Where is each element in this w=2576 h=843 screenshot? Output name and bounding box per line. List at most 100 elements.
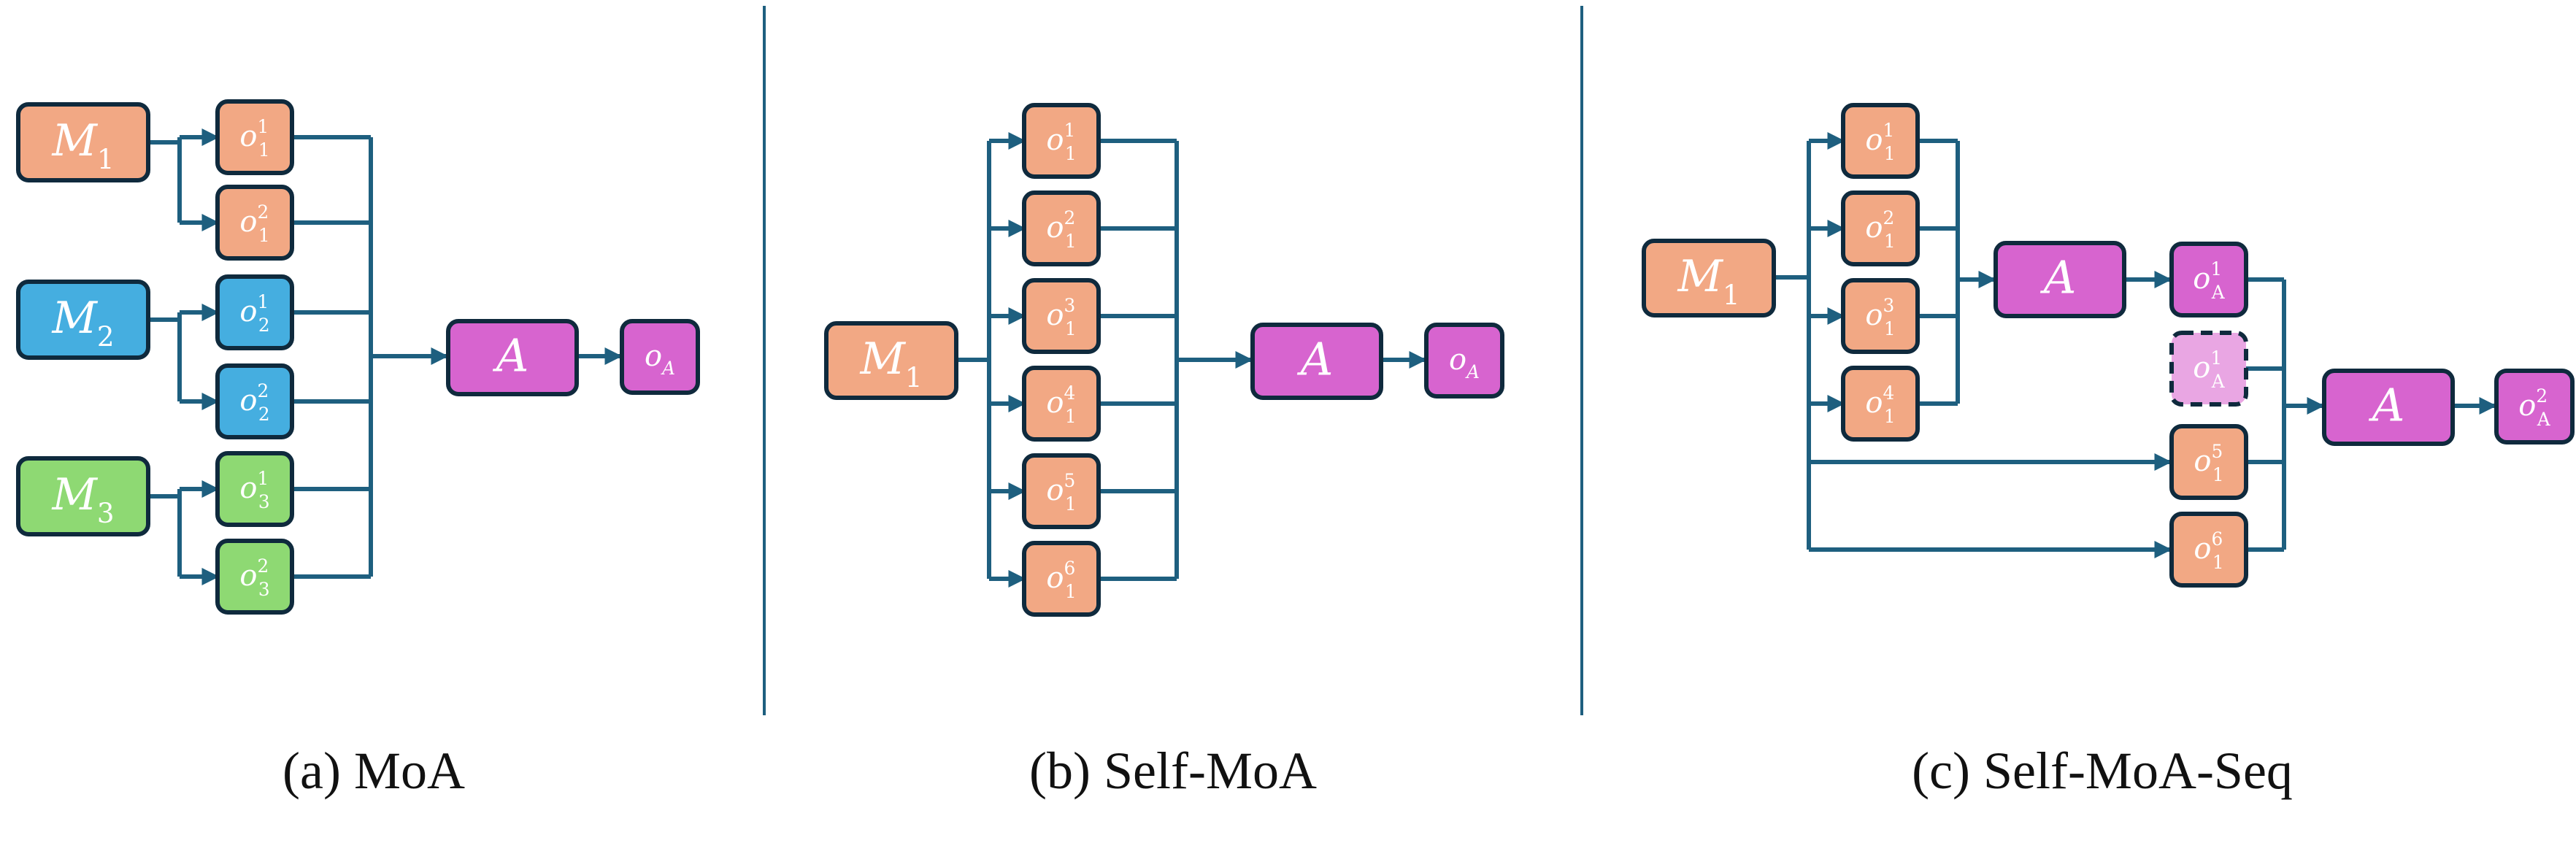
seq-first-output-2-label: o2 1 <box>1865 207 1895 252</box>
seq-first-output-1-label: o1 1 <box>1865 120 1895 164</box>
moa-output-3-shape <box>215 274 294 350</box>
seq-model-m1: M1 <box>1642 239 1776 317</box>
moa-aggregator-shape <box>446 319 579 396</box>
selfmoa-output-1-shape <box>1022 103 1101 179</box>
seq-first-output-2: o2 1 <box>1841 190 1920 266</box>
selfmoa-output-6-label: o6 1 <box>1046 558 1076 602</box>
moa-output-2: o2 1 <box>215 185 294 261</box>
moa-output-5: o1 3 <box>215 451 294 527</box>
caption-moa: (a) MoA <box>282 742 465 800</box>
seq-model-m1-label: M1 <box>1677 251 1739 311</box>
moa-output-2-shape <box>215 185 294 261</box>
seq-final-output-shape <box>2494 369 2575 444</box>
seq-final-output-label: o2 A <box>2518 385 2550 430</box>
moa-model-m1-shape <box>16 102 150 182</box>
seq-aggregator-1: A <box>1993 241 2126 318</box>
seq-later-output-5-shape <box>2169 424 2248 500</box>
selfmoa-aggregator-label: A <box>1297 333 1334 386</box>
moa-final-output-shape <box>620 319 700 395</box>
moa-output-2-label: o2 1 <box>239 201 269 246</box>
moa-output-3: o1 2 <box>215 274 294 350</box>
moa-model-m2: M2 <box>16 280 150 360</box>
selfmoa-output-4-label: o4 1 <box>1046 382 1076 427</box>
seq-first-output-3: o3 1 <box>1841 278 1920 354</box>
seq-intermediate-output-label: o1 A <box>2193 258 2225 303</box>
seq-first-output-2-shape <box>1841 190 1920 266</box>
selfmoa-output-1: o1 1 <box>1022 103 1101 179</box>
selfmoa-output-1-label: o1 1 <box>1046 120 1076 164</box>
seq-later-output-5-label: o5 1 <box>2194 441 2223 485</box>
selfmoa-final-output-shape <box>1424 323 1504 399</box>
seq-intermediate-copy: o1 A <box>2169 331 2248 407</box>
seq-final-output: o2 A <box>2494 369 2575 444</box>
seq-later-output-6: o6 1 <box>2169 512 2248 588</box>
moa-final-output-label: oA <box>645 339 675 379</box>
selfmoa-final-output-label: oA <box>1449 343 1480 382</box>
seq-aggregator-2: A <box>2322 369 2455 446</box>
seq-first-output-3-label: o3 1 <box>1865 295 1895 339</box>
moa-model-m1-label: M1 <box>51 115 114 175</box>
selfmoa-output-5: o5 1 <box>1022 453 1101 529</box>
selfmoa-output-2: o2 1 <box>1022 190 1101 266</box>
moa-output-1-label: o1 1 <box>239 116 269 161</box>
seq-later-output-6-shape <box>2169 512 2248 588</box>
moa-aggregator: A <box>446 319 579 396</box>
selfmoa-output-2-label: o2 1 <box>1046 207 1076 252</box>
seq-first-output-1-shape <box>1841 103 1920 179</box>
moa-output-1-shape <box>215 99 294 175</box>
moa-output-6-shape <box>215 539 294 615</box>
moa-aggregator-label: A <box>493 329 529 382</box>
seq-first-output-4-shape <box>1841 366 1920 442</box>
selfmoa-model-m1-label: M1 <box>859 334 922 393</box>
seq-aggregator-1-shape <box>1993 241 2126 318</box>
selfmoa-aggregator-shape <box>1250 323 1383 400</box>
moa-output-5-shape <box>215 451 294 527</box>
moa-model-m2-shape <box>16 280 150 360</box>
moa-model-m3-label: M3 <box>51 469 114 529</box>
moa-model-m2-label: M2 <box>51 293 114 353</box>
nodes: M1 M2 M3 o1 1 o2 1 o1 2 o2 2 o1 3 o2 3 A oA o1 1 o2 1 o3 1 o4 1 o… <box>16 99 2575 617</box>
moa-output-5-label: o1 3 <box>239 468 269 512</box>
seq-aggregator-2-shape <box>2322 369 2455 446</box>
moa-model-m3-shape <box>16 456 150 536</box>
seq-aggregator-1-label: A <box>2040 251 2077 304</box>
selfmoa-output-3: o3 1 <box>1022 278 1101 354</box>
caption-self-moa-seq: (c) Self-MoA-Seq <box>1912 742 2293 800</box>
connections <box>148 128 2497 588</box>
seq-later-output-5: o5 1 <box>2169 424 2248 500</box>
moa-model-m3: M3 <box>16 456 150 536</box>
seq-first-output-3-shape <box>1841 278 1920 354</box>
selfmoa-output-4: o4 1 <box>1022 366 1101 442</box>
selfmoa-output-3-label: o3 1 <box>1046 295 1076 339</box>
moa-output-6-label: o2 3 <box>239 555 269 600</box>
moa-output-1: o1 1 <box>215 99 294 175</box>
moa-output-4: o2 2 <box>215 363 294 439</box>
seq-first-output-4: o4 1 <box>1841 366 1920 442</box>
selfmoa-output-5-label: o5 1 <box>1046 470 1076 515</box>
seq-first-output-1: o1 1 <box>1841 103 1920 179</box>
selfmoa-model-m1-shape <box>824 321 958 400</box>
seq-intermediate-output-shape <box>2169 242 2248 317</box>
moa-output-4-label: o2 2 <box>239 380 269 425</box>
moa-output-6: o2 3 <box>215 539 294 615</box>
selfmoa-output-4-shape <box>1022 366 1101 442</box>
selfmoa-aggregator: A <box>1250 323 1383 400</box>
selfmoa-output-5-shape <box>1022 453 1101 529</box>
selfmoa-output-6-shape <box>1022 541 1101 617</box>
seq-aggregator-2-label: A <box>2369 379 2405 432</box>
seq-intermediate-output: o1 A <box>2169 242 2248 317</box>
caption-self-moa: (b) Self-MoA <box>1029 742 1317 800</box>
moa-final-output: oA <box>620 319 700 395</box>
seq-intermediate-copy-label: o1 A <box>2193 347 2225 392</box>
seq-model-m1-shape <box>1642 239 1776 317</box>
moa-output-4-shape <box>215 363 294 439</box>
selfmoa-output-3-shape <box>1022 278 1101 354</box>
seq-first-output-4-label: o4 1 <box>1865 382 1895 427</box>
selfmoa-output-2-shape <box>1022 190 1101 266</box>
selfmoa-model-m1: M1 <box>824 321 958 400</box>
selfmoa-final-output: oA <box>1424 323 1504 399</box>
seq-later-output-6-label: o6 1 <box>2194 528 2223 573</box>
moa-model-m1: M1 <box>16 102 150 182</box>
moa-output-3-label: o1 2 <box>239 291 269 336</box>
